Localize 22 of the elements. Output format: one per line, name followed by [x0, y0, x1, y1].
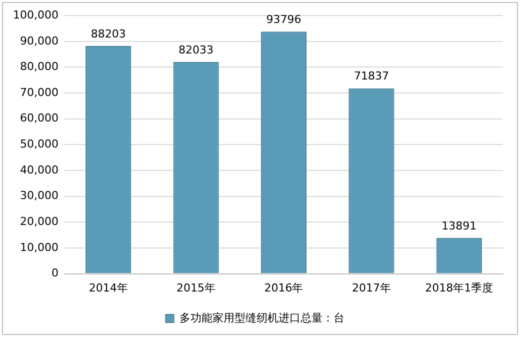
y-tick-label: 40,000 — [20, 163, 58, 176]
y-tick-label: 10,000 — [20, 240, 58, 254]
x-tick-label: 2014年 — [88, 281, 128, 294]
y-tick-label: 0 — [51, 266, 58, 280]
data-label: 93796 — [266, 12, 302, 26]
y-tick-label: 90,000 — [20, 34, 58, 48]
y-tick-label: 100,000 — [12, 8, 58, 22]
y-tick-label: 30,000 — [20, 189, 58, 202]
y-tick-label: 60,000 — [20, 112, 58, 125]
data-label: 88203 — [90, 27, 126, 40]
x-tick-label: 2017年 — [352, 281, 391, 294]
data-label: 71837 — [354, 70, 389, 83]
y-tick-label: 70,000 — [20, 86, 58, 99]
y-tick-label: 50,000 — [20, 138, 58, 151]
x-tick-label: 2018年1季度 — [425, 281, 494, 294]
x-tick-label: 2016年 — [264, 281, 304, 294]
data-label: 13891 — [442, 219, 477, 232]
data-label: 82033 — [178, 43, 214, 56]
x-tick-label: 2015年 — [176, 281, 216, 294]
y-tick-label: 20,000 — [20, 215, 58, 228]
legend-label: 多功能家用型缝纫机进口总量：台 — [179, 311, 344, 324]
y-tick-label: 80,000 — [20, 60, 58, 74]
